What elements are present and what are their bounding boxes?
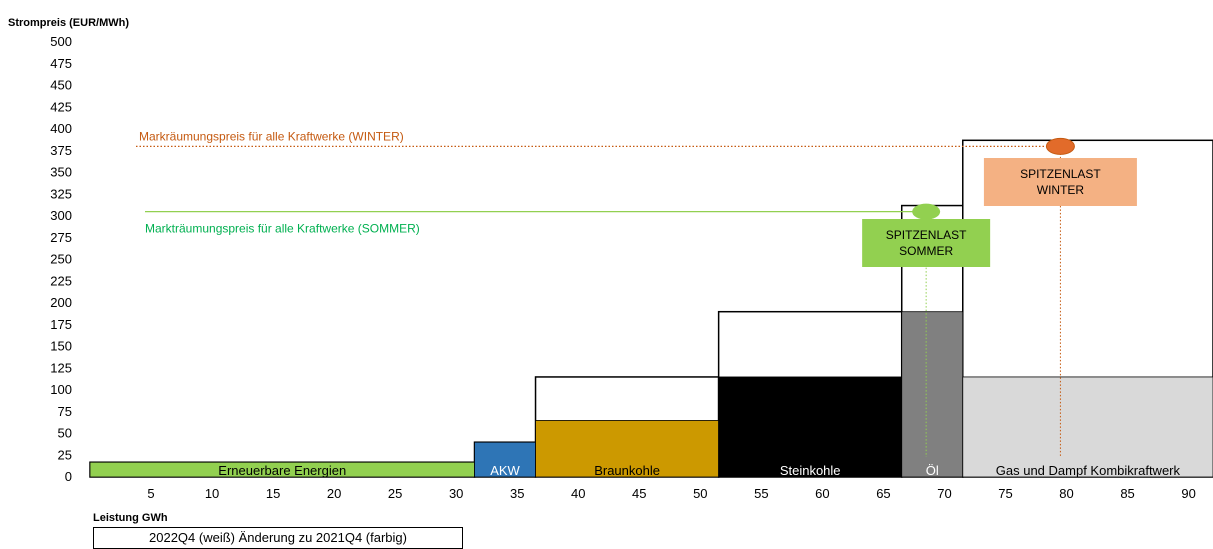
y-tick-label: 75 xyxy=(58,404,72,419)
peak-loads: SPITZENLAST SOMMER SPITZENLAST WINTER xyxy=(862,137,1137,457)
block-2021 xyxy=(474,441,536,478)
y-tick-label: 450 xyxy=(50,78,72,93)
y-tick-label: 0 xyxy=(65,469,72,484)
x-tick-label: 55 xyxy=(754,486,768,501)
y-tick-label: 500 xyxy=(50,34,72,49)
peak-label-line1: SPITZENLAST xyxy=(1020,167,1101,181)
peak-box xyxy=(983,158,1137,206)
x-tick-label: 65 xyxy=(876,486,890,501)
block-2021 xyxy=(535,420,720,478)
y-axis-title: Strompreis (EUR/MWh) xyxy=(8,17,129,29)
x-tick-label: 40 xyxy=(571,486,585,501)
x-tick-label: 85 xyxy=(1120,486,1134,501)
x-axis-title: Leistung GWh xyxy=(93,512,168,524)
x-tick-label: 15 xyxy=(266,486,280,501)
y-tick-label: 150 xyxy=(50,339,72,354)
x-tick-label: 5 xyxy=(147,486,154,501)
y-tick-label: 175 xyxy=(50,317,72,332)
x-tick-label: 30 xyxy=(449,486,463,501)
y-tick-label: 100 xyxy=(50,382,72,397)
block-2021 xyxy=(901,311,964,478)
y-tick-label: 425 xyxy=(50,99,72,114)
y-tick-label: 125 xyxy=(50,360,72,375)
peak-marker xyxy=(912,203,941,220)
x-tick-label: 10 xyxy=(205,486,219,501)
x-tick-label: 20 xyxy=(327,486,341,501)
blocks-2021 xyxy=(89,311,1213,478)
peak-marker xyxy=(1045,137,1075,155)
peak-label-line2: SOMMER xyxy=(899,244,953,258)
block-label: Gas und Dampf Kombikraftwerk xyxy=(996,463,1181,478)
price-line-label: Markträumungspreis für alle Kraftwerke (… xyxy=(145,222,420,236)
block-2021 xyxy=(718,376,903,478)
x-tick-label: 90 xyxy=(1181,486,1195,501)
x-tick-label: 70 xyxy=(937,486,951,501)
x-tick-label: 35 xyxy=(510,486,524,501)
peak-box xyxy=(862,219,991,267)
x-tick-label: 50 xyxy=(693,486,707,501)
y-tick-label: 325 xyxy=(50,186,72,201)
block-2021 xyxy=(962,376,1213,478)
y-tick-label: 200 xyxy=(50,295,72,310)
block-label: Braunkohle xyxy=(594,463,660,478)
x-tick-label: 25 xyxy=(388,486,402,501)
price-line-label: Markräumungspreis für alle Kraftwerke (W… xyxy=(139,129,404,143)
y-tick-label: 350 xyxy=(50,165,72,180)
y-tick-label: 400 xyxy=(50,121,72,136)
peak-label-line2: WINTER xyxy=(1037,183,1085,197)
y-tick-label: 225 xyxy=(50,273,72,288)
y-tick-label: 25 xyxy=(58,447,72,462)
y-tick-label: 275 xyxy=(50,230,72,245)
y-tick-label: 50 xyxy=(58,426,72,441)
y-axis-ticks: 0 25 50 75 100 125 150 175 200 225 250 275 300 325 350… xyxy=(50,34,72,484)
block-label: Öl xyxy=(926,463,939,478)
y-tick-label: 375 xyxy=(50,143,72,158)
block-label: Steinkohle xyxy=(780,463,841,478)
x-tick-label: 80 xyxy=(1059,486,1073,501)
x-tick-label: 75 xyxy=(998,486,1012,501)
x-tick-label: 60 xyxy=(815,486,829,501)
block-label: AKW xyxy=(490,463,520,478)
y-tick-label: 300 xyxy=(50,208,72,223)
block-label: Erneuerbare Energien xyxy=(218,463,346,478)
legend: 2022Q4 (weiß) Änderung zu 2021Q4 (farbig… xyxy=(93,527,463,549)
price-lines: Markräumungspreis für alle Kraftwerke (W… xyxy=(136,129,1061,236)
y-tick-label: 250 xyxy=(50,252,72,267)
y-tick-label: 475 xyxy=(50,56,72,71)
x-tick-label: 45 xyxy=(632,486,646,501)
block-labels: Erneuerbare Energien AKW Braunkohle Steinko… xyxy=(218,463,1180,478)
x-axis-ticks: 5 10 15 20 25 30 35 40 45 50 55 60 65 70 75 80 85 90 xyxy=(147,486,1195,501)
peak-label-line1: SPITZENLAST xyxy=(886,228,967,242)
